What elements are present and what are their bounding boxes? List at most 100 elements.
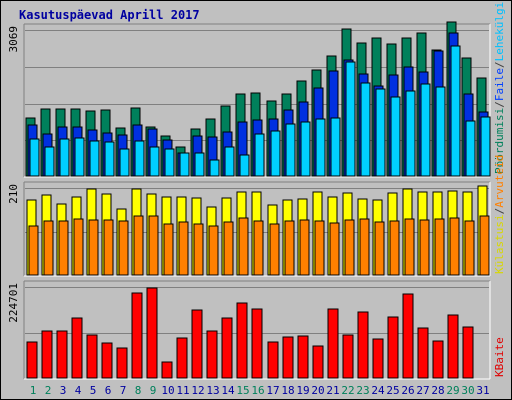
bar-lehekülgi-23 (360, 82, 371, 177)
bar-kbaite-30 (462, 326, 474, 379)
bar-arvuteid-15 (238, 217, 249, 276)
bar-arvuteid-24 (374, 221, 385, 276)
bar-lehekülgi-11 (179, 152, 190, 177)
day-label-15: 15 (236, 384, 249, 397)
day-label-7: 7 (120, 384, 127, 397)
bar-kbaite-10 (161, 361, 173, 379)
bar-arvuteid-17 (269, 223, 280, 276)
bar-arvuteid-13 (208, 225, 219, 276)
bar-kbaite-12 (191, 309, 203, 379)
day-label-10: 10 (161, 384, 174, 397)
day-label-16: 16 (251, 384, 264, 397)
bar-kbaite-24 (372, 338, 384, 379)
bar-lehekülgi-18 (285, 123, 296, 177)
bar-lehekülgi-20 (315, 118, 326, 177)
bar-arvuteid-8 (133, 215, 144, 276)
bar-lehekülgi-9 (149, 146, 160, 177)
bar-lehekülgi-19 (300, 121, 311, 177)
bar-arvuteid-12 (193, 223, 204, 276)
bar-kbaite-9 (146, 287, 158, 379)
day-label-13: 13 (206, 384, 219, 397)
bar-kbaite-7 (116, 347, 128, 379)
bar-kbaite-4 (71, 317, 83, 379)
bar-kbaite-26 (402, 293, 414, 379)
top-max-label: 3069 (7, 26, 20, 53)
bar-lehekülgi-21 (330, 117, 341, 177)
bar-kbaite-11 (176, 337, 188, 379)
day-label-26: 26 (401, 384, 414, 397)
bar-kbaite-20 (312, 345, 324, 379)
top-legend-item: / (493, 61, 506, 68)
day-label-6: 6 (105, 384, 112, 397)
bar-kbaite-25 (387, 316, 399, 379)
bar-lehekülgi-24 (375, 88, 386, 177)
bar-kbaite-16 (251, 308, 263, 379)
bar-arvuteid-26 (404, 218, 415, 276)
bar-arvuteid-22 (344, 219, 355, 276)
bar-lehekülgi-13 (209, 159, 220, 177)
bar-lehekülgi-27 (420, 83, 431, 177)
bar-lehekülgi-16 (254, 133, 265, 177)
middle-legend-item: Külastusi (493, 214, 506, 274)
bar-kbaite-1 (26, 341, 38, 379)
day-label-14: 14 (221, 384, 235, 397)
day-label-17: 17 (266, 384, 279, 397)
middle-legend-item: Arvuteid (493, 155, 506, 208)
top-legend-item: / (493, 101, 506, 108)
day-label-12: 12 (191, 384, 204, 397)
bar-lehekülgi-28 (435, 86, 446, 177)
bar-arvuteid-18 (284, 220, 295, 276)
bar-arvuteid-7 (118, 220, 129, 276)
middle-legend-item: / (493, 208, 506, 215)
bar-kbaite-6 (101, 342, 113, 379)
day-label-3: 3 (60, 384, 67, 397)
bar-arvuteid-11 (178, 221, 189, 276)
bar-kbaite-15 (236, 302, 248, 379)
day-label-19: 19 (296, 384, 309, 397)
bar-kbaite-14 (221, 317, 233, 379)
bar-lehekülgi-22 (345, 61, 356, 177)
bar-arvuteid-16 (253, 220, 264, 276)
day-label-5: 5 (90, 384, 97, 397)
top-legend-item: Pöördumisi (493, 108, 506, 174)
bar-lehekülgi-17 (270, 130, 281, 177)
day-label-18: 18 (281, 384, 294, 397)
middle-legend: Külastusi/Arvuteid (493, 155, 506, 274)
bar-lehekülgi-1 (29, 138, 40, 177)
bar-kbaite-28 (432, 340, 444, 379)
bar-lehekülgi-29 (450, 45, 461, 177)
day-label-22: 22 (341, 384, 354, 397)
bar-arvuteid-9 (148, 215, 159, 276)
bar-arvuteid-19 (299, 219, 310, 276)
bar-lehekülgi-14 (224, 146, 235, 177)
bar-lehekülgi-5 (89, 140, 100, 177)
bar-kbaite-23 (357, 311, 369, 379)
bar-lehekülgi-26 (405, 90, 416, 177)
bar-kbaite-22 (342, 334, 354, 379)
top-legend-item: Lehekülgi (493, 2, 506, 62)
chart-title: Kasutuspäevad Aprill 2017 (19, 8, 200, 22)
bar-kbaite-19 (297, 335, 309, 379)
bar-arvuteid-5 (88, 219, 99, 276)
day-label-24: 24 (371, 384, 385, 397)
bar-kbaite-18 (282, 336, 294, 379)
bar-arvuteid-10 (163, 223, 174, 276)
day-label-11: 11 (176, 384, 189, 397)
bar-arvuteid-1 (28, 225, 39, 276)
day-label-25: 25 (386, 384, 399, 397)
day-label-29: 29 (446, 384, 459, 397)
day-label-1: 1 (30, 384, 37, 397)
bar-kbaite-17 (267, 341, 279, 379)
bar-kbaite-3 (56, 330, 68, 379)
bar-lehekülgi-2 (44, 146, 55, 177)
day-label-31: 31 (476, 384, 489, 397)
bar-lehekülgi-8 (134, 140, 145, 177)
bar-arvuteid-20 (314, 220, 325, 276)
bar-lehekülgi-31 (480, 116, 491, 177)
bar-arvuteid-6 (103, 219, 114, 276)
bar-kbaite-13 (206, 330, 218, 379)
day-label-4: 4 (75, 384, 82, 397)
day-label-9: 9 (150, 384, 157, 397)
bar-arvuteid-4 (73, 218, 84, 276)
bar-arvuteid-3 (58, 220, 69, 276)
